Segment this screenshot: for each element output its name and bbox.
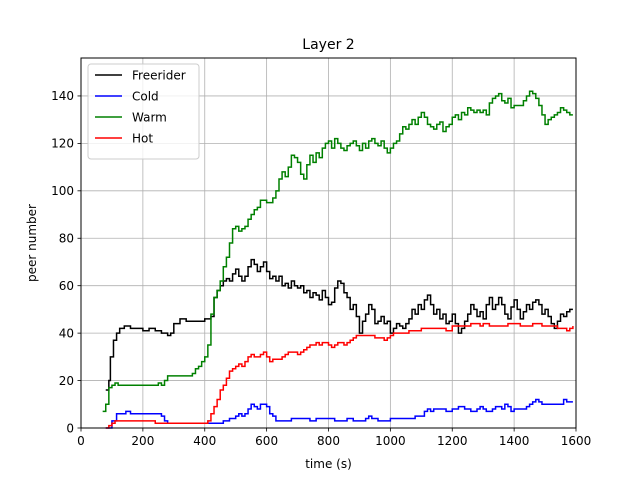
chart-title: Layer 2: [302, 37, 354, 53]
y-tick-label: 20: [59, 374, 74, 388]
x-tick-label: 1600: [561, 434, 592, 448]
legend-label-warm: Warm: [132, 110, 167, 124]
y-tick-label: 40: [59, 326, 74, 340]
x-tick-label: 400: [193, 434, 216, 448]
y-tick-label: 100: [51, 184, 74, 198]
legend: Freerider Cold Warm Hot: [87, 63, 200, 160]
series-line-warm: [102, 90, 573, 413]
series-line-cold: [105, 398, 573, 429]
y-tick-label: 60: [59, 279, 74, 293]
legend-label-freerider: Freerider: [132, 68, 186, 82]
x-tick-label: 600: [255, 434, 278, 448]
legend-label-cold: Cold: [132, 89, 159, 103]
x-tick-label: 200: [131, 434, 154, 448]
series-line-hot: [105, 322, 574, 429]
y-tick-label: 80: [59, 232, 74, 246]
x-tick-label: 1000: [375, 434, 406, 448]
series-layer: [102, 90, 574, 429]
y-tick-label: 0: [66, 421, 74, 435]
y-axis-label: peer number: [25, 204, 39, 282]
x-tick-label: 0: [77, 434, 85, 448]
y-tick-label: 140: [51, 89, 74, 103]
x-tick-label: 1400: [499, 434, 530, 448]
x-tick-label: 800: [317, 434, 340, 448]
y-axis-ticks: 0 20 40 60 80 100 120 140: [51, 89, 81, 435]
legend-label-hot: Hot: [132, 131, 153, 145]
x-axis-label: time (s): [305, 457, 352, 471]
x-tick-label: 1200: [437, 434, 468, 448]
legend-box: [87, 63, 200, 160]
x-axis-ticks: 0 200 400 600 800 1000 1200 1400 1600: [77, 428, 591, 448]
y-tick-label: 120: [51, 137, 74, 151]
